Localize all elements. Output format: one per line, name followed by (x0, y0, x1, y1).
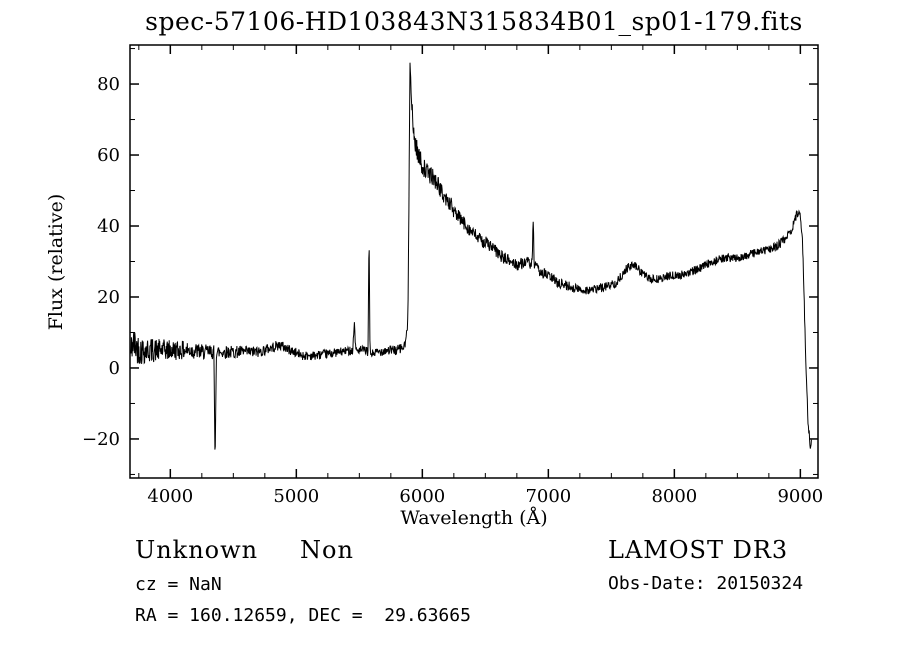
x-tick-label: 6000 (399, 486, 445, 507)
x-tick-label: 4000 (147, 486, 193, 507)
y-tick-label: −20 (82, 429, 120, 450)
object-subclass: Non (300, 536, 354, 564)
ra-dec: RA = 160.12659, DEC = 29.63665 (135, 605, 471, 626)
survey-label: LAMOST DR3 (608, 536, 788, 564)
y-tick-label: 40 (97, 216, 120, 237)
cz-value: cz = NaN (135, 574, 222, 595)
axes: 4000 5000 6000 7000 8000 9000 −20 0 20 40 60 80 (82, 44, 823, 507)
y-axis-label: Flux (relative) (45, 194, 67, 331)
object-class: Unknown (135, 536, 258, 564)
x-axis-label: Wavelength (Å) (400, 507, 547, 529)
x-tick-label: 5000 (273, 486, 319, 507)
spectrum-line (130, 62, 812, 450)
spectrum-polyline (130, 62, 812, 450)
y-tick-label: 20 (97, 287, 120, 308)
y-tick-label: 0 (109, 358, 120, 379)
obs-date: Obs-Date: 20150324 (608, 573, 803, 594)
x-tick-label: 9000 (777, 486, 823, 507)
y-tick-label: 60 (97, 145, 120, 166)
y-tick-label: 80 (97, 74, 120, 95)
x-tick-label: 7000 (525, 486, 571, 507)
x-tick-label: 8000 (651, 486, 697, 507)
plot-title: spec-57106-HD103843N315834B01_sp01-179.f… (145, 7, 803, 36)
